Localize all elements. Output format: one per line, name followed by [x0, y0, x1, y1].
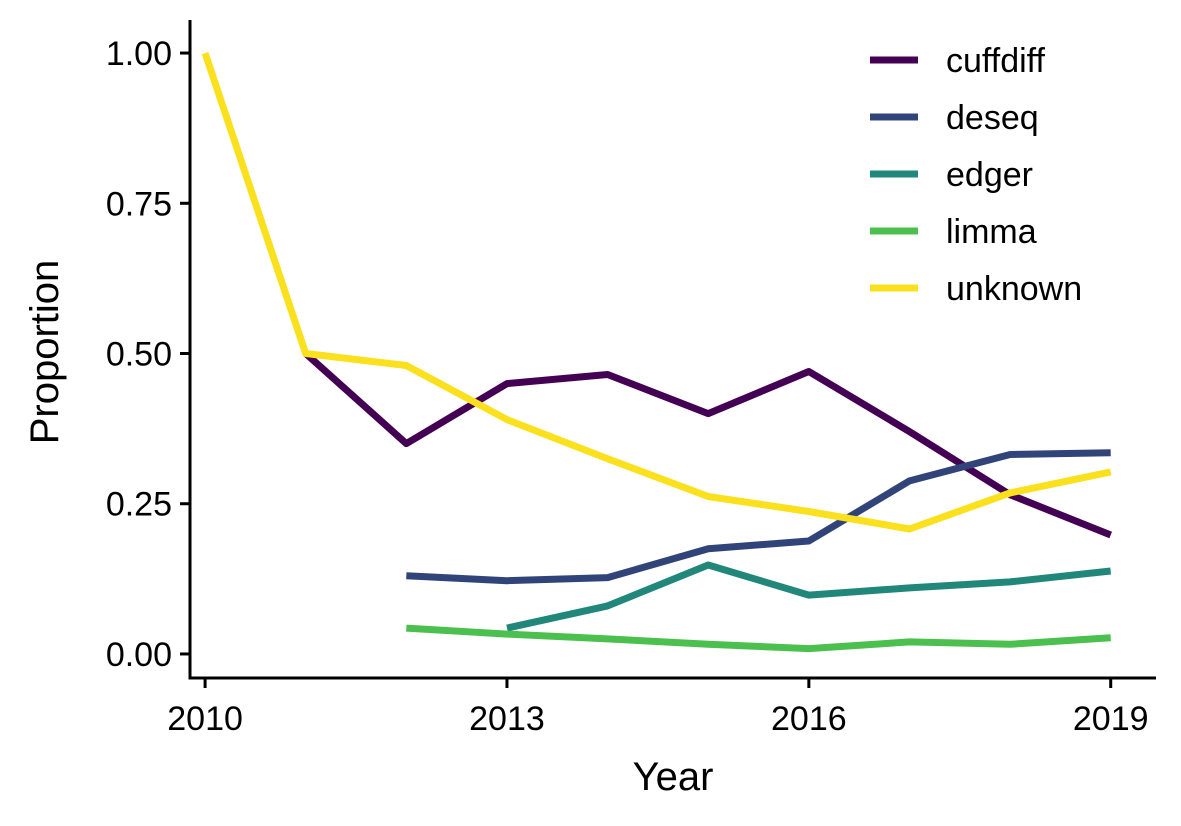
legend-label-cuffdiff: cuffdiff [946, 42, 1045, 80]
x-tick-label: 2013 [469, 700, 545, 738]
x-axis-title: Year [633, 755, 714, 799]
series-line-unknown [201, 51, 1112, 533]
series-line-cuffdiff [303, 350, 1113, 539]
series-line-deseq [406, 449, 1111, 585]
series-line-edger [506, 561, 1112, 632]
plot-lines [201, 51, 1113, 653]
y-axis-title: Proportion [23, 260, 67, 445]
legend-label-limma: limma [946, 213, 1037, 251]
legend-label-unknown: unknown [946, 270, 1082, 308]
legend-label-deseq: deseq [946, 99, 1039, 137]
y-tick-label: 0.25 [106, 486, 172, 524]
x-tick-label: 2010 [167, 700, 243, 738]
x-axis-ticks: 2010 2013 2016 2019 [167, 678, 1149, 738]
y-tick-label: 1.00 [106, 35, 172, 73]
x-tick-label: 2019 [1073, 700, 1149, 738]
y-tick-label: 0.50 [106, 336, 172, 374]
legend-label-edger: edger [946, 156, 1033, 194]
series-line-limma [406, 624, 1111, 653]
y-axis-ticks: 0.00 0.25 0.50 0.75 1.00 [106, 35, 190, 674]
y-tick-label: 0.00 [106, 636, 172, 674]
legend: cuffdiff deseq edger limma unknown [870, 42, 1082, 308]
y-tick-label: 0.75 [106, 185, 172, 223]
x-tick-label: 2016 [771, 700, 847, 738]
